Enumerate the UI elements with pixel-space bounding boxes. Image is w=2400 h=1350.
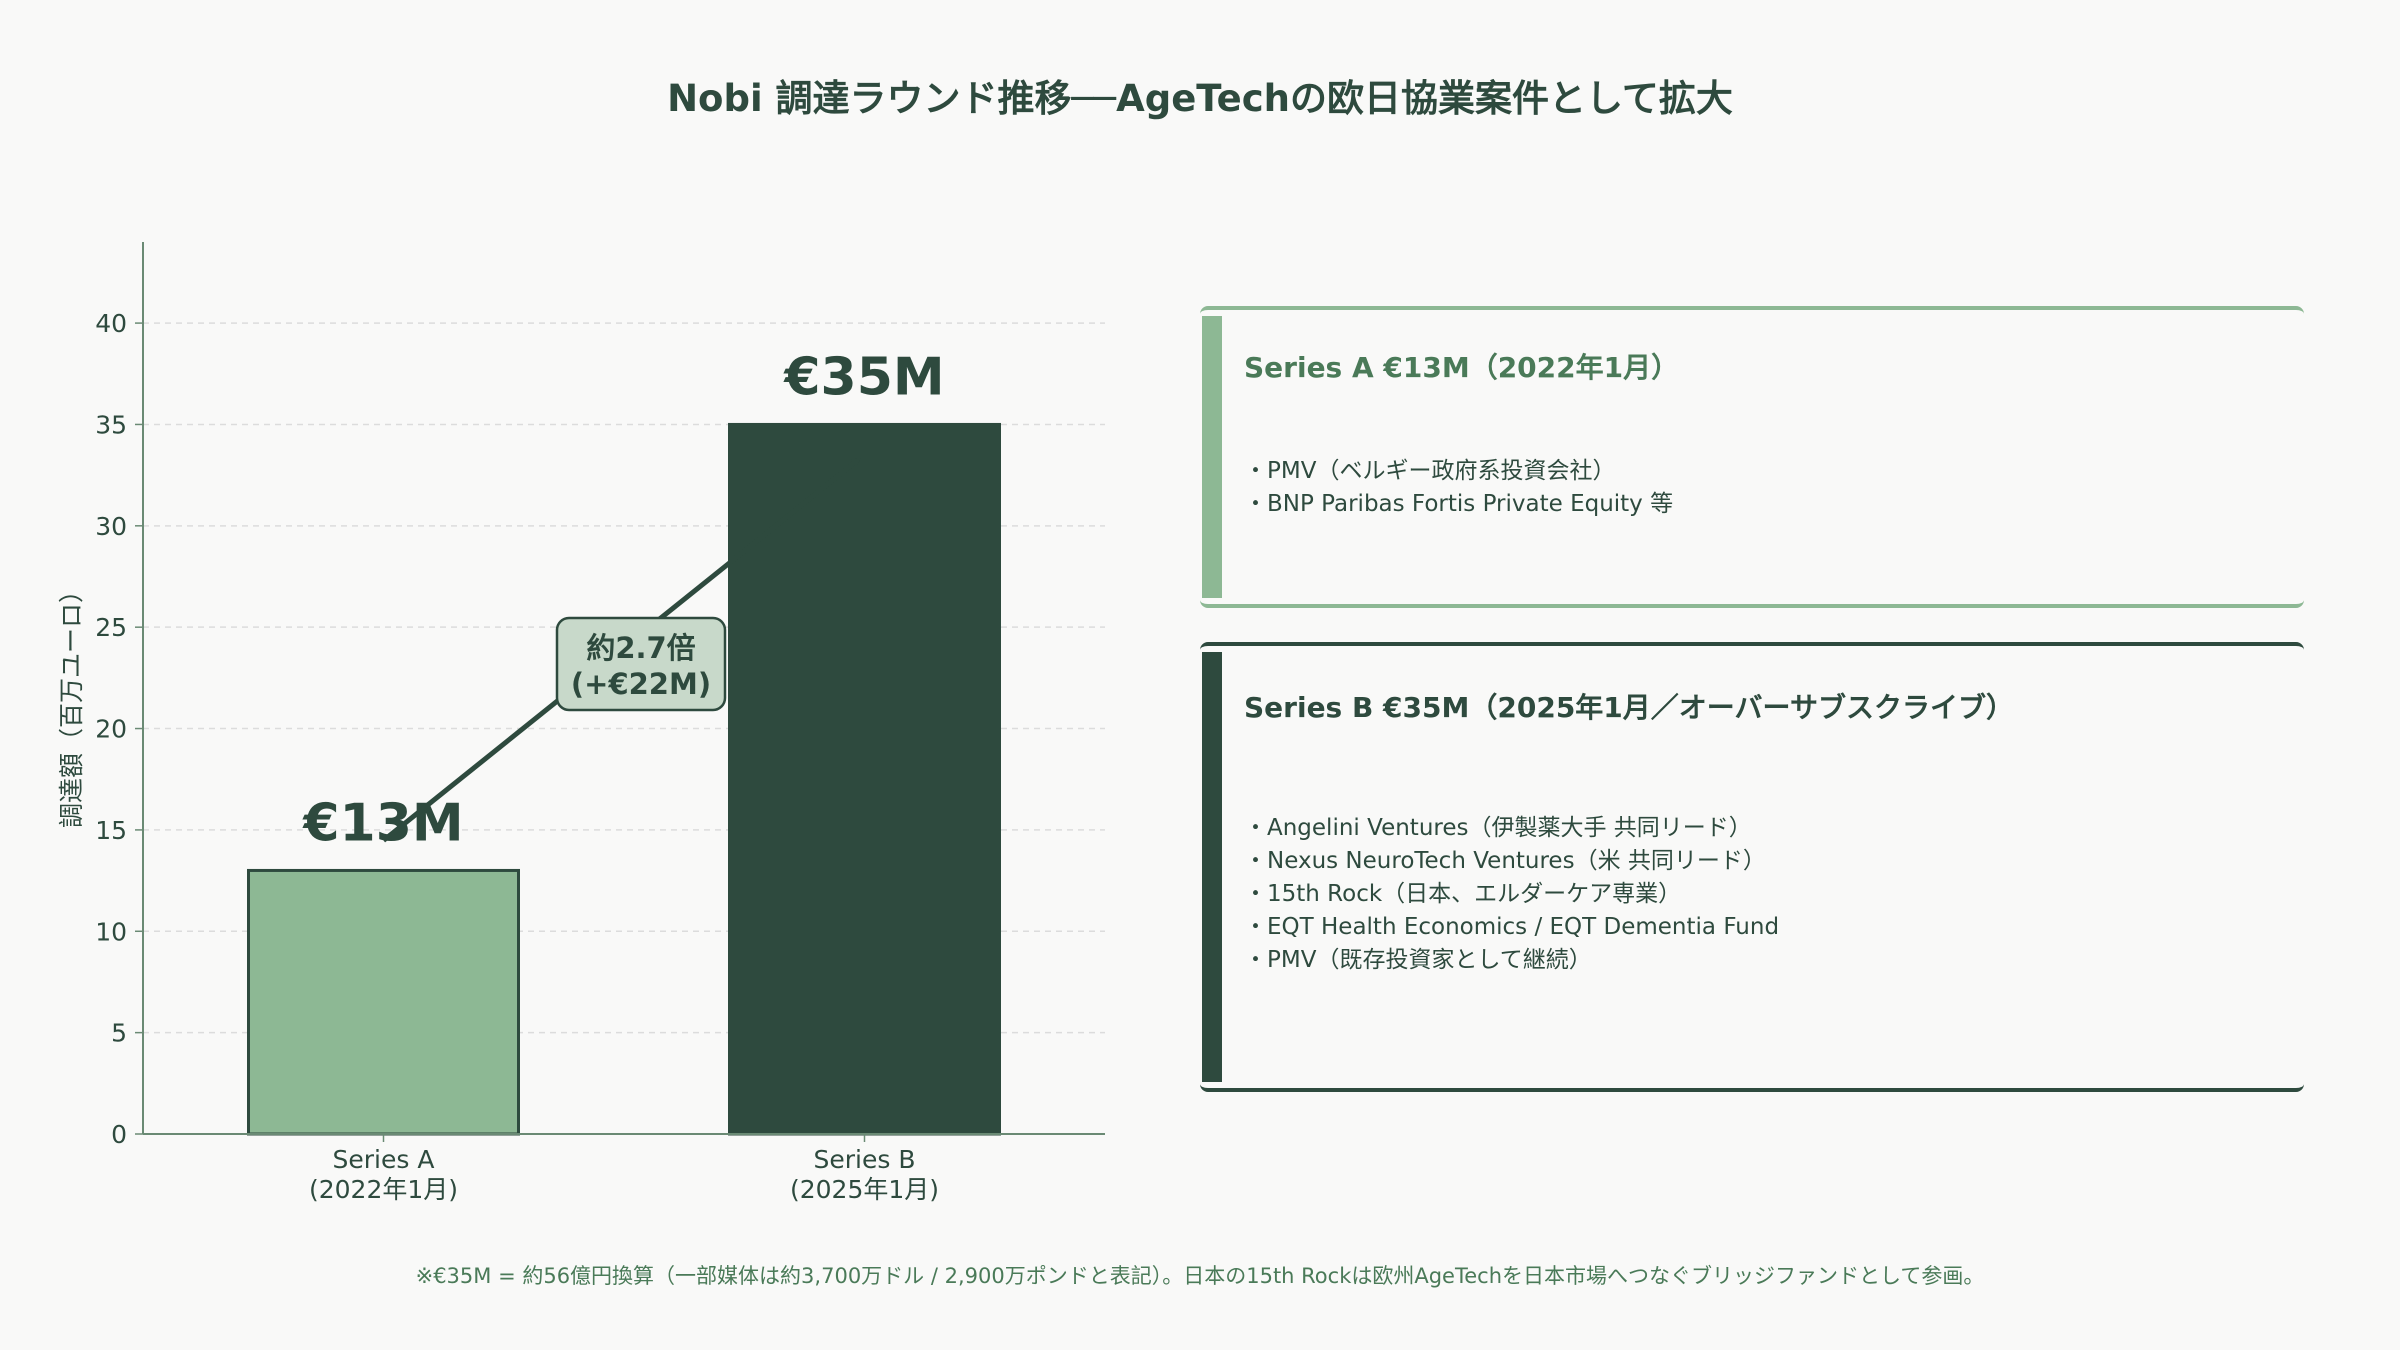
investor-item: ・Angelini Ventures（伊製薬大手 共同リード） bbox=[1244, 815, 1752, 841]
bar-value-label: €35M bbox=[783, 347, 944, 407]
investor-item: ・EQT Health Economics / EQT Dementia Fun… bbox=[1244, 914, 1780, 940]
bar bbox=[247, 868, 520, 1136]
series-b-title: Series B €35M（2025年1月／オーバーサブスクライブ） bbox=[1244, 691, 2014, 724]
bar-chart: €13M €35M 0 5 10 15 20 25 30 35 40 Series A(2022年1… bbox=[57, 242, 1105, 1204]
bars: €13M €35M bbox=[247, 347, 1001, 1136]
bar bbox=[728, 422, 1001, 1136]
investor-item: ・PMV（既存投資家として継続） bbox=[1244, 947, 1592, 973]
series-b-accent-bar bbox=[1202, 652, 1222, 1082]
investor-item: ・BNP Paribas Fortis Private Equity 等 bbox=[1244, 491, 1674, 517]
x-tick-label: (2025年1月) bbox=[790, 1175, 939, 1204]
x-tick-label: Series A bbox=[333, 1145, 435, 1174]
bar-value-label: €13M bbox=[302, 793, 463, 853]
x-tick-label: (2022年1月) bbox=[309, 1175, 458, 1204]
series-a-investor-list: ・PMV（ベルギー政府系投資会社） ・BNP Paribas Fortis Pr… bbox=[1244, 455, 1673, 521]
investor-item: ・PMV（ベルギー政府系投資会社） bbox=[1244, 458, 1616, 484]
series-a-title: Series A €13M（2022年1月） bbox=[1244, 351, 1680, 384]
chart-title: Nobi 調達ラウンド推移──AgeTechの欧日協業案件として拡大 bbox=[667, 77, 1733, 120]
investor-item: ・Nexus NeuroTech Ventures（米 共同リード） bbox=[1244, 848, 1766, 874]
y-tick-label: 5 bbox=[111, 1019, 127, 1048]
y-tick-label: 15 bbox=[95, 816, 127, 845]
y-tick-label: 25 bbox=[95, 613, 127, 642]
series-b-investor-list: ・Angelini Ventures（伊製薬大手 共同リード） ・Nexus N… bbox=[1244, 812, 1779, 977]
growth-box bbox=[555, 616, 727, 712]
investor-item: ・15th Rock（日本、エルダーケア専業） bbox=[1244, 881, 1682, 907]
y-tick-label: 40 bbox=[95, 309, 127, 338]
series-a-card: Series A €13M（2022年1月） ・PMV（ベルギー政府系投資会社）… bbox=[1200, 306, 2304, 608]
growth-multiplier-label: 約2.7倍 bbox=[586, 631, 695, 665]
y-axis-label: 調達額（百万ユーロ） bbox=[57, 578, 86, 828]
y-tick-label: 30 bbox=[95, 512, 127, 541]
axes: 0 5 10 15 20 25 30 35 40 Series A(2022年1月) Series … bbox=[95, 242, 1105, 1204]
y-tick-label: 35 bbox=[95, 410, 127, 439]
series-b-card: Series B €35M（2025年1月／オーバーサブスクライブ） ・Ange… bbox=[1200, 642, 2304, 1092]
growth-annotation: 約2.7倍(+€22M) bbox=[381, 457, 861, 843]
series-a-accent-bar bbox=[1202, 316, 1222, 598]
growth-delta-label: (+€22M) bbox=[571, 667, 711, 701]
y-tick-label: 0 bbox=[111, 1120, 127, 1149]
footnote: ※€35M = 約56億円換算（一部媒体は約3,700万ドル / 2,900万ポ… bbox=[415, 1264, 1985, 1288]
x-tick-label: Series B bbox=[814, 1145, 916, 1174]
y-tick-label: 10 bbox=[95, 917, 127, 946]
y-tick-label: 20 bbox=[95, 715, 127, 744]
